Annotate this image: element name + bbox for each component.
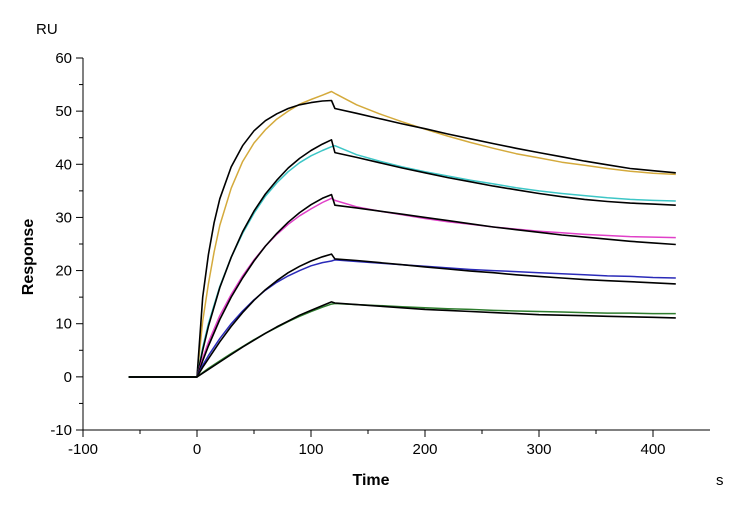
series-line-6 — [128, 193, 676, 378]
x-tick-label: 200 — [412, 441, 437, 458]
x-tick-label: 0 — [193, 441, 201, 458]
y-axis-title: Response — [20, 219, 37, 296]
axes — [82, 58, 710, 431]
series-line-8 — [128, 253, 676, 378]
series-line-5 — [128, 197, 676, 378]
x-tick-label: 300 — [526, 441, 551, 458]
y-tick-label: 0 — [64, 369, 72, 386]
y-tick-label: 50 — [55, 103, 72, 120]
y-tick-label: 10 — [55, 316, 72, 333]
x-unit-label: s — [716, 472, 724, 489]
x-axis-title: Time — [352, 472, 389, 489]
y-tick-label: 60 — [55, 50, 72, 67]
series-line-2 — [128, 99, 676, 378]
x-tick-label: 400 — [640, 441, 665, 458]
y-tick-label: 40 — [55, 156, 72, 173]
x-tick-label: -100 — [68, 441, 98, 458]
ticks — [76, 57, 654, 437]
series-line-7 — [128, 259, 676, 378]
series-line-4 — [128, 139, 676, 378]
plot-lines — [128, 90, 676, 378]
series-line-1 — [128, 90, 676, 378]
y-unit-label: RU — [36, 21, 58, 38]
series-line-10 — [128, 301, 676, 378]
y-tick-label: 20 — [55, 263, 72, 280]
x-tick-label: 100 — [298, 441, 323, 458]
y-tick-label: 30 — [55, 209, 72, 226]
y-tick-label: -10 — [50, 422, 72, 439]
